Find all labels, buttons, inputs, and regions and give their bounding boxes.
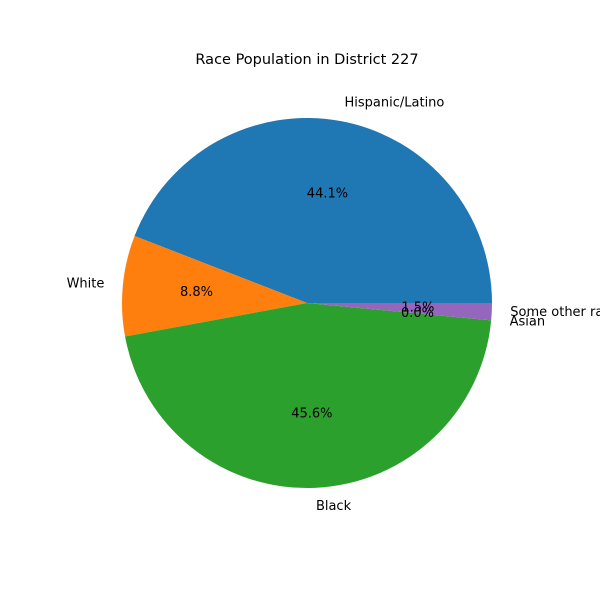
- slice-label-white: White: [67, 276, 105, 291]
- slice-label-some-other-race: Some other race: [510, 305, 600, 320]
- percent-label-some-other-race: 1.5%: [401, 301, 434, 316]
- pie-slices: [121, 117, 493, 489]
- percent-label-black: 45.6%: [291, 406, 332, 421]
- slice-label-black: Black: [316, 499, 352, 514]
- pie-slice-white: [121, 235, 308, 337]
- percent-label-hispanic-latino: 44.1%: [307, 186, 348, 201]
- chart-title: Race Population in District 227: [195, 52, 418, 68]
- slice-label-hispanic-latino: Hispanic/Latino: [345, 95, 445, 110]
- pie-slice-hispanic-latino: [134, 117, 493, 303]
- pie-slice-some-other-race: [307, 303, 492, 321]
- pie-slice-black: [125, 303, 492, 489]
- slice-label-asian: Asian: [510, 315, 545, 330]
- percent-label-white: 8.8%: [180, 285, 213, 300]
- pie-labels: Hispanic/Latino 44.1% White 8.8% Black 45.6% A…: [67, 95, 600, 513]
- percent-label-asian: 0.0%: [401, 306, 434, 321]
